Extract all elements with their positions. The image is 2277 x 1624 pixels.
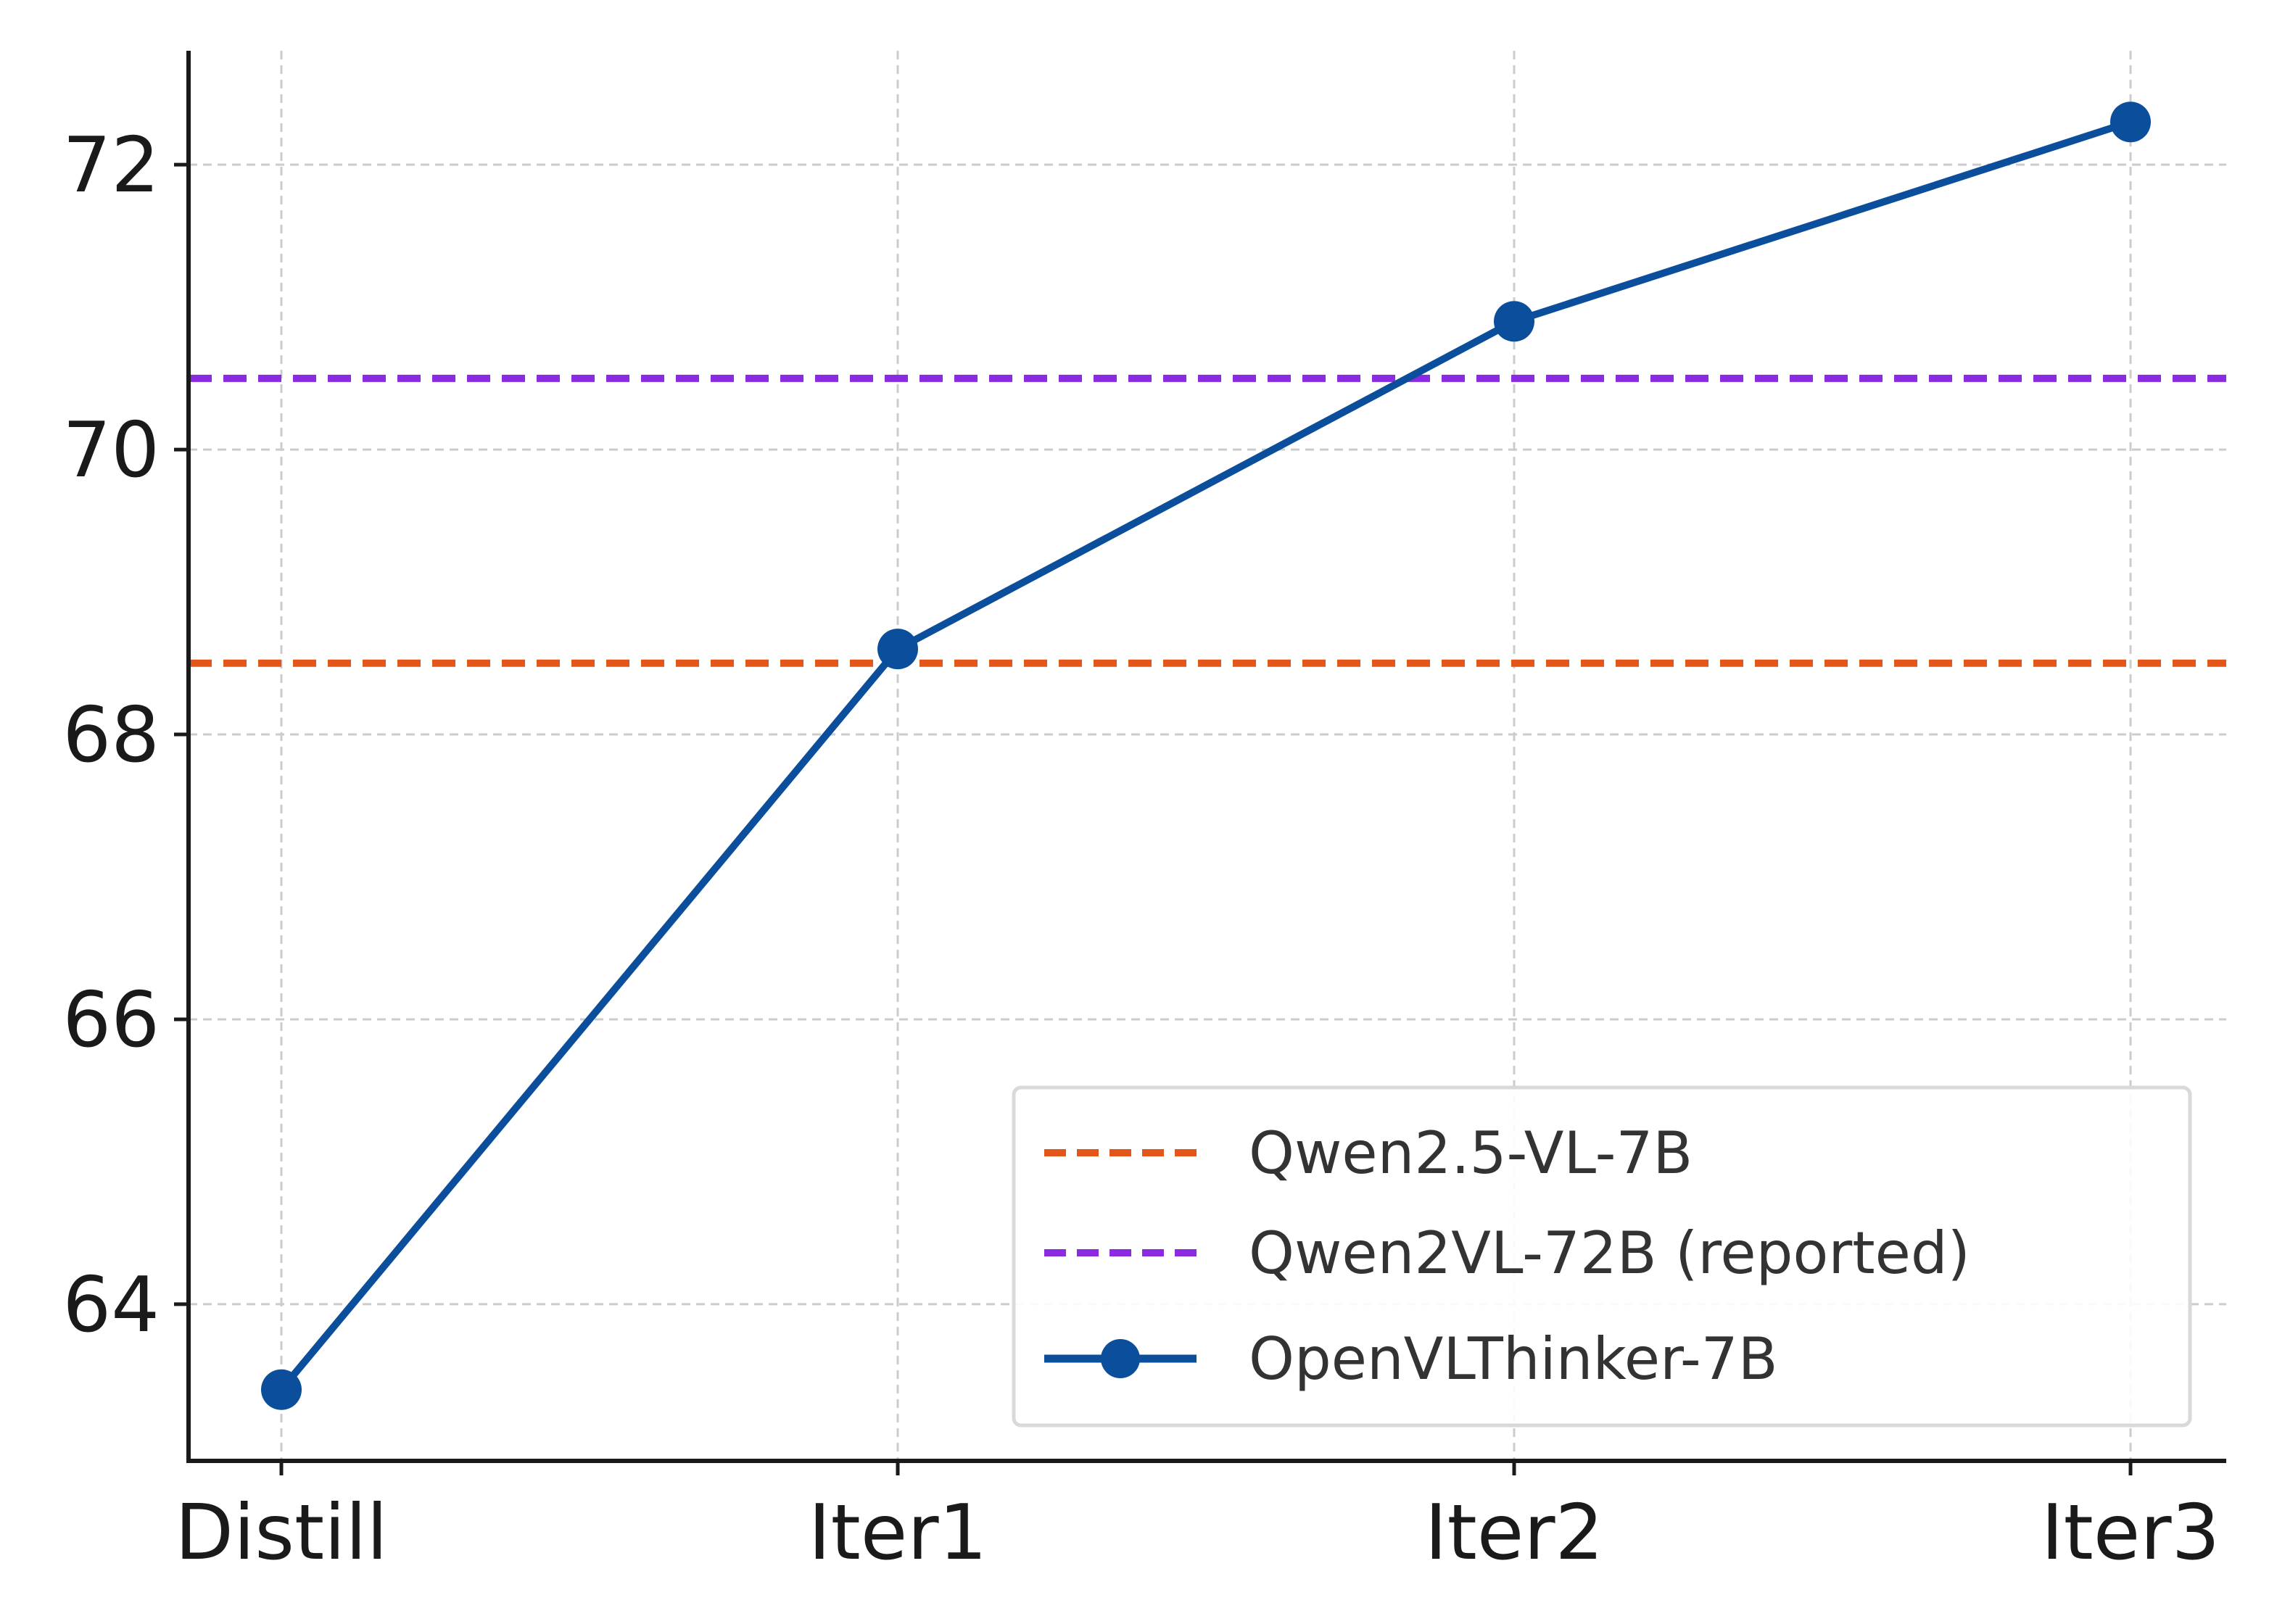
x-tick-label: Iter1	[809, 1488, 988, 1577]
y-tick-label: 72	[62, 121, 160, 210]
data-point	[2110, 102, 2151, 143]
legend-label-qwen25: Qwen2.5-VL-7B	[1249, 1119, 1693, 1187]
tick-labels: 64 66 68 70 72 Distill Iter1 Iter2 Iter3	[62, 121, 2220, 1577]
legend-box	[1012, 1085, 2192, 1428]
axes	[174, 51, 2226, 1475]
reference-lines	[189, 374, 2226, 667]
legend-marker-openvlthinker	[1101, 1339, 1140, 1378]
data-point	[261, 1369, 302, 1410]
series-line	[278, 118, 2134, 1393]
y-tick-label: 64	[62, 1261, 160, 1349]
y-tick-label: 70	[62, 406, 160, 494]
y-tick-label: 66	[62, 976, 160, 1064]
x-tick-label: Iter3	[2041, 1488, 2220, 1577]
data-series	[261, 102, 2151, 1410]
legend-label-openvlthinker: OpenVLThinker-7B	[1249, 1325, 1778, 1393]
x-tick-label: Distill	[175, 1488, 387, 1577]
legend-label-qwen2vl-72b: Qwen2VL-72B (reported)	[1249, 1219, 1970, 1287]
x-tick-label: Iter2	[1425, 1488, 1604, 1577]
data-point	[1494, 301, 1534, 342]
y-tick-label: 68	[62, 691, 160, 779]
legend: Qwen2.5-VL-7B Qwen2VL-72B (reported) Ope…	[1012, 1085, 2192, 1428]
data-point	[877, 629, 918, 670]
